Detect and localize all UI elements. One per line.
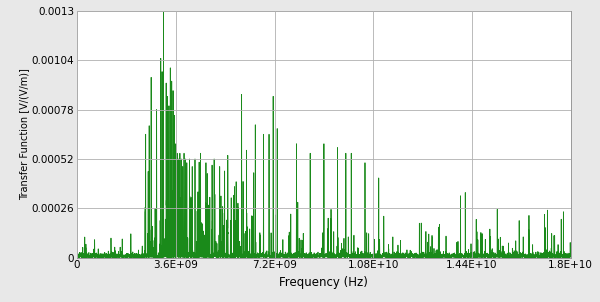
Y-axis label: Transfer Function [V/(V/m)]: Transfer Function [V/(V/m)] [19, 68, 29, 200]
X-axis label: Frequency (Hz): Frequency (Hz) [280, 276, 368, 289]
